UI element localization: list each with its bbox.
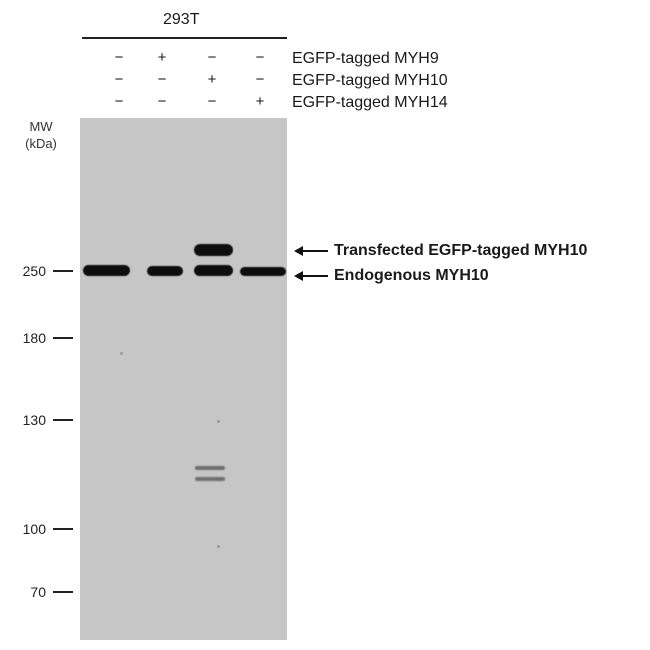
band-lane3-transfected [194,244,233,256]
sign-r2-lane3: + [207,71,217,88]
sign-r3-lane3: − [207,93,217,110]
band-lane3-endogenous [194,265,233,276]
band-lane1-endogenous [83,265,130,276]
annotation-endogenous: Endogenous MYH10 [334,267,489,284]
mw-marker-180: 180 [22,330,46,346]
treatment-label-myh10: EGFP-tagged MYH10 [292,72,448,89]
band-lane2-endogenous [147,266,183,276]
treatment-label-myh14: EGFP-tagged MYH14 [292,94,448,111]
blot-membrane [80,118,287,640]
sign-r1-lane3: − [207,49,217,66]
sign-r3-lane2: − [157,93,167,110]
mw-marker-100: 100 [22,521,46,537]
mw-axis-title-line1: MW [29,119,53,134]
sign-r2-lane4: − [255,71,265,88]
annotation-transfected: Transfected EGFP-tagged MYH10 [334,242,588,259]
sign-r3-lane1: − [114,93,124,110]
sign-r1-lane1: − [114,49,124,66]
faint-band-lane3-a [195,466,225,470]
treatment-label-myh9: EGFP-tagged MYH9 [292,50,439,67]
sign-r1-lane4: − [255,49,265,66]
mw-axis-title-line2: (kDa) [25,136,57,151]
mw-marker-130: 130 [22,412,46,428]
sign-r2-lane1: − [114,71,124,88]
mw-tick-130 [53,419,73,421]
cell-line-label: 293T [163,11,200,28]
sign-r3-lane4: + [255,93,265,110]
speck-3 [120,352,123,355]
cell-line-underline [82,37,287,39]
speck-2 [217,545,220,548]
mw-tick-100 [53,528,73,530]
faint-band-lane3-b [195,477,225,481]
mw-marker-70: 70 [30,584,46,600]
mw-tick-250 [53,270,73,272]
mw-tick-180 [53,337,73,339]
sign-r1-lane2: + [157,49,167,66]
speck-1 [217,420,220,423]
band-lane4-endogenous [240,267,286,276]
left-arrow-icon [294,271,328,281]
sign-r2-lane2: − [157,71,167,88]
left-arrow-icon [294,246,328,256]
mw-tick-70 [53,591,73,593]
mw-marker-250: 250 [22,263,46,279]
mw-axis-title: MW (kDa) [19,118,63,152]
